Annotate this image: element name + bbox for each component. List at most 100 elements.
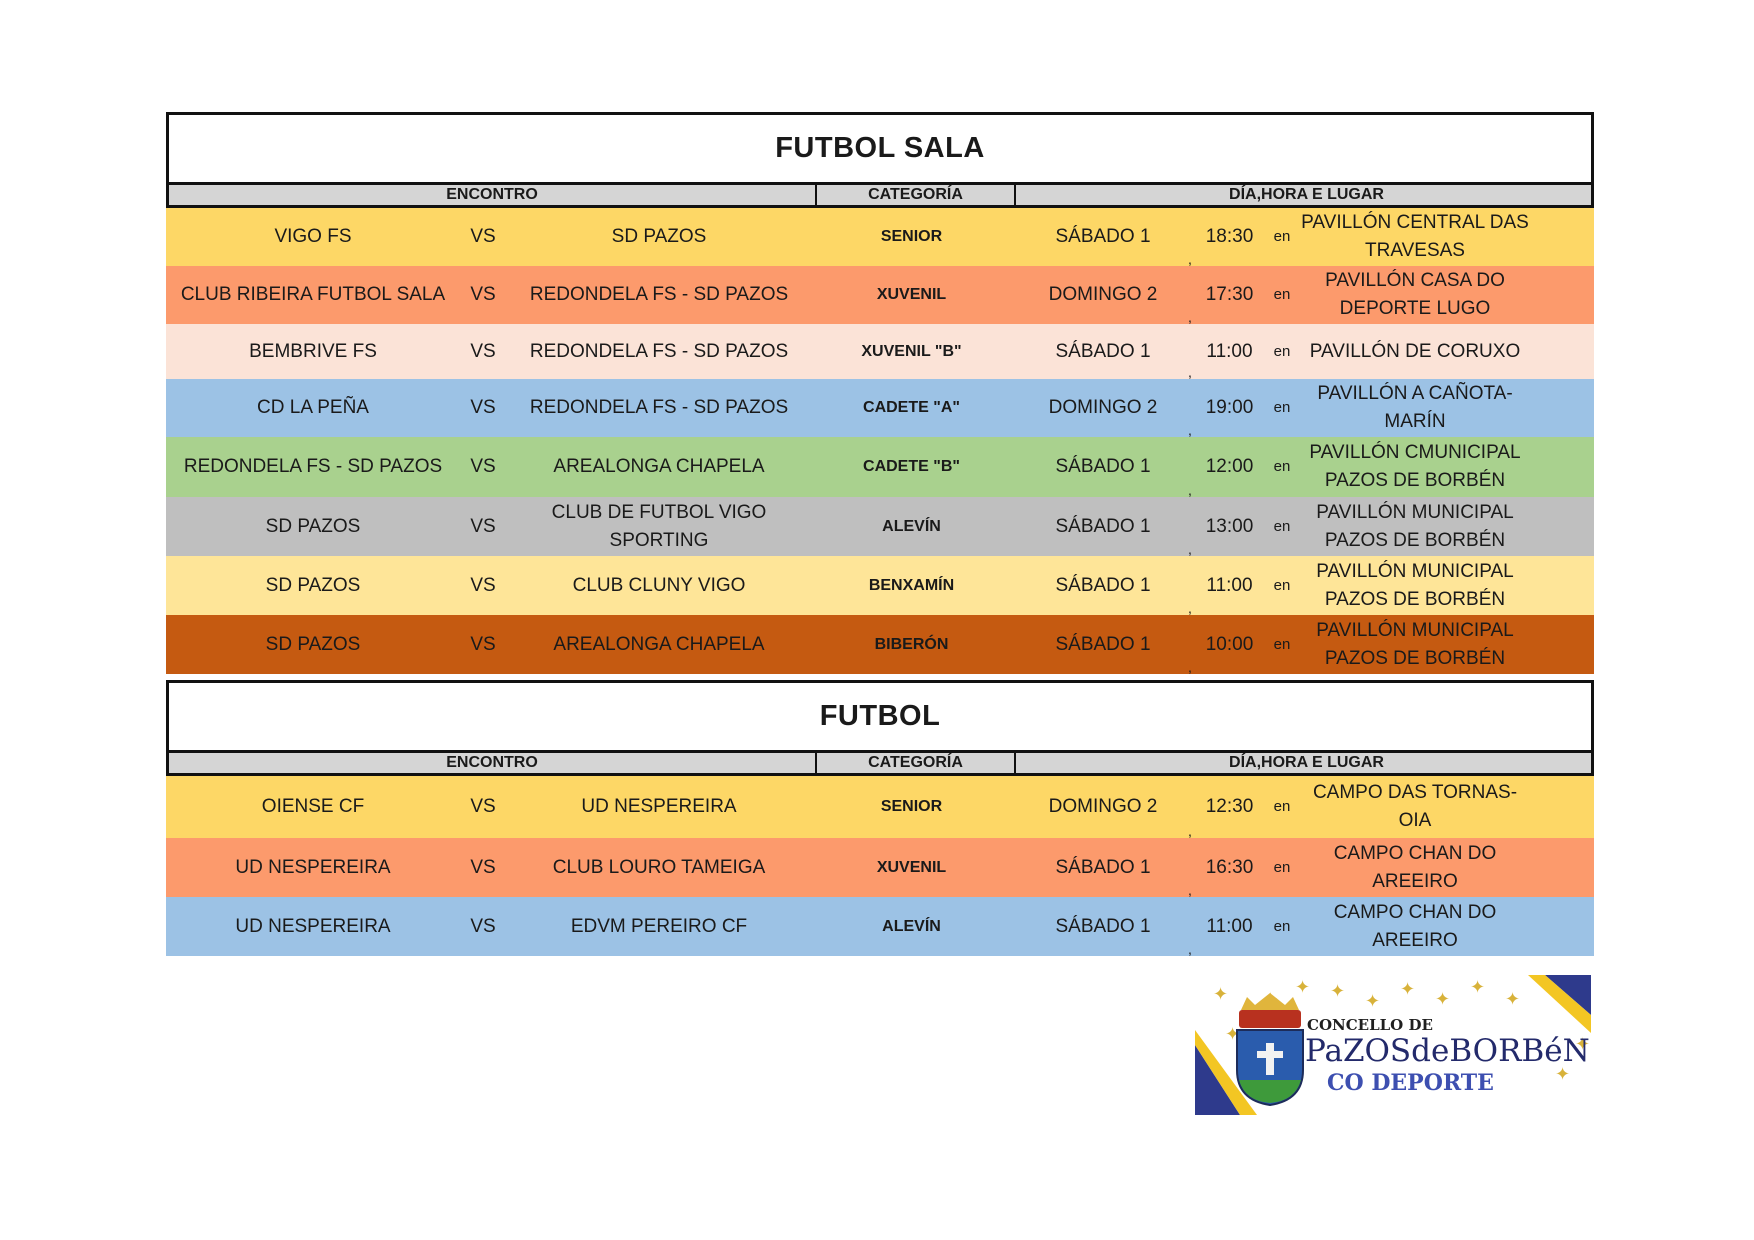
logo-line1: CONCELLO DE: [1307, 1016, 1433, 1034]
home-team: SD PAZOS: [265, 574, 361, 596]
home-team: SD PAZOS: [265, 633, 361, 655]
match-time: 12:30: [1205, 796, 1254, 817]
home-team: UD NESPEREIRA: [235, 915, 391, 937]
match-day: DOMINGO 2: [1048, 796, 1158, 817]
header-encontro: ENCONTRO: [446, 754, 538, 771]
match-time: 16:30: [1205, 856, 1254, 878]
vs-label: VS: [470, 915, 496, 937]
away-team: REDONDELA FS - SD PAZOS: [529, 284, 789, 305]
category: ALEVÍN: [882, 517, 941, 535]
match-time: 10:00: [1205, 633, 1254, 655]
futbol-sala-schedule: FUTBOL SALA ENCONTRO CATEGORÍA DÍA,HORA …: [166, 112, 1594, 674]
home-team: REDONDELA FS - SD PAZOS: [183, 456, 443, 477]
comma-mark: ,: [1188, 482, 1192, 498]
section-title: FUTBOL SALA: [166, 112, 1594, 182]
venue: PAVILLÓN A CAÑOTA-MARÍN: [1317, 383, 1513, 432]
en-label: en: [1273, 286, 1291, 303]
vs-label: VS: [470, 796, 496, 817]
away-team: CLUB DE FUTBOL VIGO SPORTING: [551, 501, 767, 551]
home-team: CLUB RIBEIRA FUTBOL SALA: [180, 284, 446, 305]
match-row: SD PAZOS VS CLUB CLUNY VIGO BENXAMÍN SÁBADO …: [166, 556, 1594, 615]
match-time: 19:00: [1205, 397, 1254, 418]
svg-text:✦: ✦: [1505, 989, 1520, 1010]
match-row: REDONDELA FS - SD PAZOS VS AREALONGA CHAPE…: [166, 437, 1594, 497]
away-team: AREALONGA CHAPELA: [553, 633, 765, 655]
away-team: EDVM PEREIRO CF: [570, 915, 748, 937]
svg-text:✦: ✦: [1213, 984, 1228, 1005]
category: CADETE "B": [863, 458, 960, 475]
category: BENXAMÍN: [868, 576, 955, 594]
vs-label: VS: [470, 856, 496, 878]
match-day: DOMINGO 2: [1048, 284, 1158, 305]
en-label: en: [1273, 342, 1291, 360]
match-day: SÁBADO 1: [1055, 633, 1151, 655]
match-day: SÁBADO 1: [1055, 340, 1151, 362]
match-time: 11:00: [1206, 340, 1253, 362]
venue: CAMPO CHAN DO AREEIRO: [1333, 842, 1497, 892]
comma-mark: ,: [1188, 882, 1192, 898]
match-day: SÁBADO 1: [1055, 515, 1151, 537]
venue: PAVILLÓN MUNICIPAL PAZOS DE BORBÉN: [1316, 619, 1514, 669]
category: XUVENIL "B": [861, 342, 962, 360]
match-day: SÁBADO 1: [1055, 915, 1151, 937]
comma-mark: ,: [1188, 941, 1192, 957]
match-time: 11:00: [1206, 574, 1253, 596]
en-label: en: [1273, 798, 1291, 815]
home-team: BEMBRIVE FS: [249, 340, 377, 362]
venue: PAVILLÓN MUNICIPAL PAZOS DE BORBÉN: [1316, 501, 1514, 551]
svg-text:✦: ✦: [1400, 979, 1415, 1000]
en-label: en: [1273, 458, 1291, 475]
category: BIBERÓN: [874, 635, 949, 653]
home-team: VIGO FS: [274, 226, 352, 247]
en-label: en: [1273, 576, 1291, 594]
venue: PAVILLÓN DE CORUXO: [1309, 340, 1521, 362]
futbol-schedule: FUTBOL ENCONTRO CATEGORÍA DÍA,HORA E LUG…: [166, 680, 1594, 956]
comma-mark: ,: [1188, 823, 1192, 839]
category: CADETE "A": [863, 399, 960, 416]
category: ALEVÍN: [882, 917, 941, 935]
comma-mark: ,: [1188, 364, 1192, 380]
svg-text:✦: ✦: [1295, 977, 1310, 998]
comma-mark: ,: [1188, 659, 1192, 675]
logo-line2: PaZOSdeBORBéN: [1305, 1033, 1590, 1069]
home-team: SD PAZOS: [265, 515, 361, 537]
vs-label: VS: [470, 226, 496, 247]
match-row: CD LA PEÑA VS REDONDELA FS - SD PAZOS CADET…: [166, 379, 1594, 437]
svg-text:✦: ✦: [1435, 989, 1450, 1010]
en-label: en: [1273, 399, 1291, 416]
table-header: ENCONTRO CATEGORÍA DÍA,HORA E LUGAR: [166, 182, 1594, 208]
match-day: SÁBADO 1: [1055, 226, 1151, 247]
comma-mark: ,: [1188, 600, 1192, 616]
en-label: en: [1273, 858, 1291, 876]
match-day: SÁBADO 1: [1055, 574, 1151, 596]
away-team: UD NESPEREIRA: [581, 796, 737, 817]
table-header: ENCONTRO CATEGORÍA DÍA,HORA E LUGAR: [166, 750, 1594, 776]
match-row: OIENSE CF VS UD NESPEREIRA SENIOR DOMINGO 2 1…: [166, 776, 1594, 838]
category: XUVENIL: [876, 858, 947, 876]
match-day: SÁBADO 1: [1055, 856, 1151, 878]
vs-label: VS: [470, 456, 496, 477]
away-team: CLUB LOURO TAMEIGA: [552, 856, 766, 878]
svg-text:✦: ✦: [1365, 991, 1380, 1012]
match-rows: VIGO FS VS SD PAZOS SENIOR SÁBADO 1 18:30 en PA…: [166, 208, 1594, 674]
svg-text:✦: ✦: [1575, 1034, 1590, 1055]
category: SENIOR: [880, 228, 943, 245]
venue: PAVILLÓN MUNICIPAL PAZOS DE BORBÉN: [1316, 560, 1514, 610]
header-dia-hora-lugar: DÍA,HORA E LUGAR: [1014, 185, 1597, 205]
section-title: FUTBOL: [166, 680, 1594, 750]
match-row: UD NESPEREIRA VS EDVM PEREIRO CF ALEVÍN SÁBA…: [166, 897, 1594, 956]
home-team: OIENSE CF: [261, 796, 365, 817]
en-label: en: [1273, 228, 1291, 245]
match-time: 13:00: [1205, 515, 1254, 537]
away-team: AREALONGA CHAPELA: [553, 456, 765, 477]
en-label: en: [1273, 635, 1291, 653]
match-time: 12:00: [1205, 456, 1254, 477]
svg-text:✦: ✦: [1330, 981, 1345, 1002]
comma-mark: ,: [1188, 309, 1192, 325]
comma-mark: ,: [1188, 251, 1192, 267]
match-row: SD PAZOS VS CLUB DE FUTBOL VIGO SPORTING AL…: [166, 497, 1594, 556]
vs-label: VS: [470, 574, 496, 596]
category: SENIOR: [880, 798, 943, 815]
header-categoria: CATEGORÍA: [815, 185, 1014, 205]
comma-mark: ,: [1188, 541, 1192, 557]
